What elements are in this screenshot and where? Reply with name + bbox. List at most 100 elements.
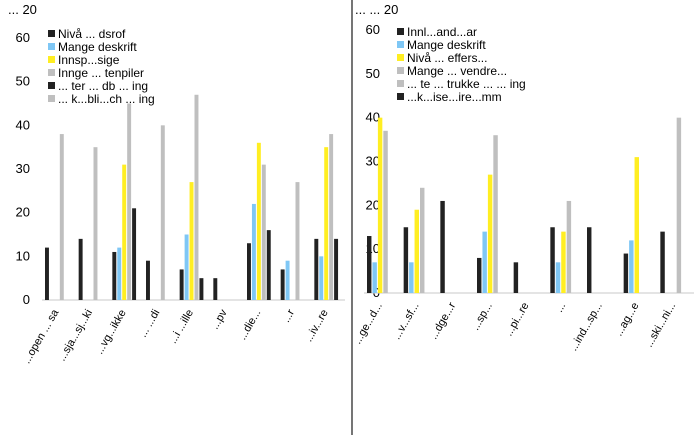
category-label: ...vg...ikke <box>94 308 129 357</box>
bar <box>127 103 132 300</box>
bar <box>493 135 498 293</box>
bar <box>513 262 519 293</box>
y-tick-label: 20 <box>16 205 30 220</box>
category-label: ...dge...r <box>428 300 459 341</box>
y-tick-label: 0 <box>23 292 30 307</box>
legend-swatch <box>48 69 55 76</box>
bar <box>550 227 555 293</box>
corner-label: ... 20 <box>8 2 37 17</box>
bar <box>566 200 572 293</box>
corner-label: ... ... 20 <box>355 2 398 17</box>
bar <box>280 269 285 300</box>
legend-swatch <box>397 41 404 48</box>
legend-entry: Mange deskrift <box>407 38 486 52</box>
category-label: ...sp... <box>470 301 495 333</box>
legend-entry: Nivå ... effers... <box>407 51 487 65</box>
bar <box>555 262 561 293</box>
bar <box>314 238 319 300</box>
legend-entry: ... ter ... db ... ing <box>58 79 148 93</box>
legend-entry: Innge ... tenpiler <box>58 66 144 80</box>
y-tick-label: 50 <box>366 66 380 81</box>
category-label: ...i ...ille <box>167 308 196 346</box>
bar <box>256 142 261 300</box>
legend-entry: ... te ... trukke ... ... ing <box>407 77 526 91</box>
legend-entry: Mange ... vendre... <box>407 64 507 78</box>
bar <box>587 227 592 293</box>
bar <box>676 117 682 294</box>
bar <box>184 234 189 300</box>
bar <box>487 174 493 293</box>
bar <box>367 236 372 293</box>
bar <box>59 134 64 300</box>
legend-swatch <box>48 30 55 37</box>
bar <box>634 157 639 293</box>
bar <box>420 187 425 293</box>
bar <box>403 227 409 293</box>
bar <box>194 94 199 301</box>
bar <box>122 164 127 300</box>
bar <box>146 260 150 300</box>
bar <box>329 134 334 300</box>
legend-swatch <box>397 67 404 74</box>
legend-swatch <box>48 95 55 102</box>
bar <box>247 243 251 300</box>
legend-entry: Innsp...sige <box>58 53 120 67</box>
category-label: ...ski...ni... <box>643 301 678 350</box>
bar <box>383 130 388 293</box>
bar <box>372 262 377 293</box>
legend-entry: Innl...and...ar <box>407 25 477 39</box>
bar <box>112 251 117 300</box>
category-label: ...iv...re <box>303 308 331 345</box>
bar <box>334 238 339 300</box>
legend-swatch <box>48 82 55 89</box>
category-label: ... <box>553 301 568 315</box>
legend-swatch <box>397 54 404 61</box>
y-tick-label: 50 <box>16 74 30 89</box>
legend-entry: ...k...ise...ire...mm <box>407 90 502 104</box>
bar <box>482 231 487 293</box>
legend-entry: Nivå ... dsrof <box>58 27 126 41</box>
bar <box>45 247 49 300</box>
legend-swatch <box>48 43 55 50</box>
y-tick-label: 60 <box>16 30 30 45</box>
legend-swatch <box>397 80 404 87</box>
category-label: ...ag...e <box>613 301 642 339</box>
legend-swatch <box>397 28 404 35</box>
category-label: ...ge...d... <box>352 301 385 347</box>
category-label: ...r <box>280 307 297 324</box>
legend-entry: ... k...bli...ch ... ing <box>58 92 155 106</box>
bar <box>561 231 566 293</box>
bar <box>78 238 83 300</box>
y-tick-label: 30 <box>16 161 30 176</box>
bar <box>477 257 482 293</box>
category-label: ...v...sf... <box>391 301 422 342</box>
category-label: ...ind...sp... <box>568 301 605 354</box>
bar <box>189 182 194 300</box>
bar <box>93 147 98 300</box>
bar <box>440 200 445 293</box>
y-tick-label: 60 <box>366 22 380 37</box>
y-tick-label: 30 <box>366 154 380 169</box>
bar <box>660 231 665 293</box>
y-tick-label: 40 <box>16 117 30 132</box>
bar <box>199 278 204 300</box>
category-label: ...pv <box>209 307 230 331</box>
y-tick-label: 40 <box>366 110 380 125</box>
bar <box>160 125 165 300</box>
bar <box>324 147 329 300</box>
legend-swatch <box>48 56 55 63</box>
bar <box>295 182 300 300</box>
bar <box>623 253 629 293</box>
y-tick-label: 10 <box>16 248 30 263</box>
legend-entry: Mange deskrift <box>58 40 137 54</box>
bar <box>117 247 122 300</box>
bar <box>179 269 184 300</box>
bar <box>285 260 290 300</box>
bar <box>266 230 271 300</box>
bar <box>132 208 137 300</box>
y-tick-label: 20 <box>366 197 380 212</box>
bar <box>377 117 383 294</box>
bar <box>251 203 256 300</box>
